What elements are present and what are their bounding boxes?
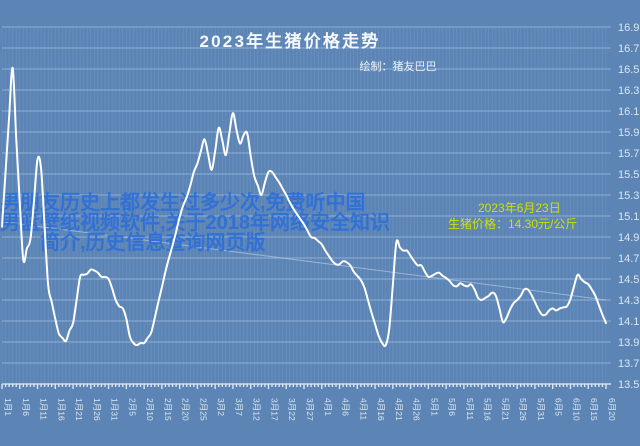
svg-text:1月6: 1月6 — [21, 398, 31, 416]
svg-text:4月26: 4月26 — [412, 398, 422, 421]
svg-text:2月20: 2月20 — [181, 398, 191, 421]
svg-text:15.5: 15.5 — [618, 169, 639, 181]
svg-text:14.9: 14.9 — [618, 232, 639, 244]
svg-text:2月15: 2月15 — [163, 398, 173, 421]
svg-text:3月2: 3月2 — [216, 398, 226, 416]
svg-text:5月11: 5月11 — [465, 398, 475, 420]
svg-text:简介,历史信息查询网页版: 简介,历史信息查询网页版 — [40, 230, 266, 254]
svg-text:5月6: 5月6 — [447, 398, 457, 416]
svg-text:4月6: 4月6 — [341, 398, 351, 416]
svg-text:2月25: 2月25 — [198, 398, 208, 421]
svg-text:5月16: 5月16 — [483, 398, 493, 421]
svg-text:6月15: 6月15 — [589, 398, 599, 421]
svg-text:13.7: 13.7 — [618, 358, 639, 370]
svg-text:14.7: 14.7 — [618, 253, 639, 265]
svg-text:14.1: 14.1 — [618, 316, 639, 328]
svg-text:1月1: 1月1 — [3, 398, 13, 416]
svg-text:1月21: 1月21 — [74, 398, 84, 421]
svg-text:16.1: 16.1 — [618, 106, 639, 118]
svg-text:3月17: 3月17 — [269, 398, 279, 421]
svg-text:绘制：猪友巴巴: 绘制：猪友巴巴 — [360, 59, 437, 73]
svg-text:15.1: 15.1 — [618, 211, 639, 223]
svg-text:3月22: 3月22 — [287, 398, 297, 421]
svg-text:3月27: 3月27 — [305, 398, 315, 421]
svg-text:6月5: 6月5 — [554, 398, 564, 416]
svg-text:13.5: 13.5 — [618, 379, 639, 391]
svg-text:14.3: 14.3 — [618, 295, 639, 307]
svg-text:5月26: 5月26 — [518, 398, 528, 421]
svg-text:6月10: 6月10 — [571, 398, 581, 421]
svg-text:男篮壁纸视频软件,关于2018年网络安全知识: 男篮壁纸视频软件,关于2018年网络安全知识 — [0, 210, 390, 234]
svg-text:1月11: 1月11 — [39, 398, 49, 420]
svg-text:4月21: 4月21 — [394, 398, 404, 421]
svg-text:3月7: 3月7 — [234, 398, 244, 416]
svg-text:2月5: 2月5 — [127, 398, 137, 416]
svg-text:16.9: 16.9 — [618, 22, 639, 34]
svg-text:16.5: 16.5 — [618, 64, 639, 76]
svg-text:5月31: 5月31 — [536, 398, 546, 421]
svg-text:5月1: 5月1 — [429, 398, 439, 416]
svg-text:13.9: 13.9 — [618, 337, 639, 349]
svg-text:15.3: 15.3 — [618, 190, 639, 202]
svg-text:男朋友历史上都发生过多少次,免费听中国: 男朋友历史上都发生过多少次,免费听中国 — [0, 190, 366, 214]
svg-text:1月16: 1月16 — [56, 398, 66, 421]
svg-text:1月31: 1月31 — [110, 398, 120, 421]
svg-text:4月1: 4月1 — [323, 398, 333, 416]
svg-text:2月10: 2月10 — [145, 398, 155, 421]
svg-text:15.7: 15.7 — [618, 148, 639, 160]
svg-text:4月16: 4月16 — [376, 398, 386, 421]
svg-text:14.5: 14.5 — [618, 274, 639, 286]
svg-text:5月21: 5月21 — [500, 398, 510, 421]
svg-text:4月11: 4月11 — [358, 398, 368, 420]
svg-text:1月26: 1月26 — [92, 398, 102, 421]
svg-text:16.7: 16.7 — [618, 43, 639, 55]
svg-text:2023年生猪价格走势: 2023年生猪价格走势 — [199, 31, 380, 51]
svg-text:15.9: 15.9 — [618, 127, 639, 139]
svg-text:生猪价格：14.30元/公斤: 生猪价格：14.30元/公斤 — [448, 216, 577, 231]
svg-text:16.3: 16.3 — [618, 85, 639, 97]
svg-text:3月12: 3月12 — [252, 398, 262, 421]
svg-text:2023年6月23日: 2023年6月23日 — [478, 201, 561, 215]
svg-text:6月20: 6月20 — [607, 398, 617, 421]
